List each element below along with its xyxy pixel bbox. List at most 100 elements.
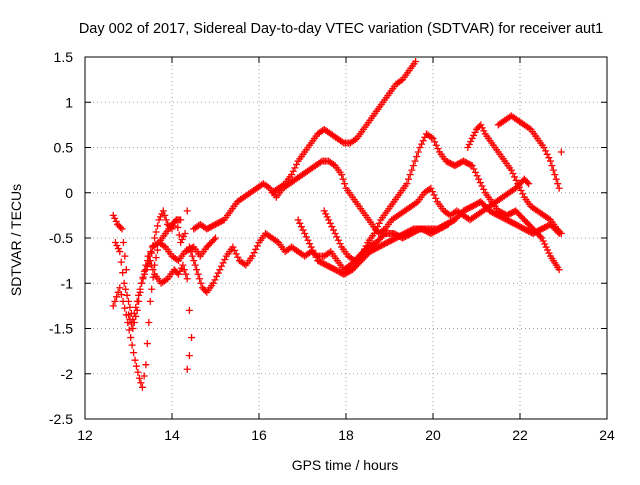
data-point [149,273,157,281]
data-point [519,190,527,198]
data-point [216,266,224,274]
data-point [470,165,478,173]
data-point [302,233,310,241]
data-point [412,58,420,66]
data-point [536,232,544,240]
data-point [149,266,157,274]
data-point [182,270,190,278]
data-point [432,194,440,202]
data-point [117,291,125,299]
plot-frame [84,56,608,420]
data-point [471,168,479,176]
data-point [248,252,256,260]
data-point [329,160,337,168]
data-point [213,272,221,280]
series-track-7 [268,58,420,197]
data-point [138,279,146,287]
data-point [475,175,483,183]
data-point [427,184,435,192]
data-point [541,240,549,248]
series-track-3 [111,234,219,323]
data-point [511,173,519,181]
data-point [406,171,414,179]
data-point [148,285,156,293]
data-point [329,226,337,234]
data-point [185,243,193,251]
data-point [113,293,121,301]
data-point [250,249,258,257]
data-point [372,226,380,234]
data-point [111,239,119,247]
y-tick-label: -1 [61,275,74,291]
data-point [117,223,125,231]
series-track-10 [464,121,565,237]
data-point [444,220,452,228]
data-point [325,249,333,257]
data-point [162,216,170,224]
data-point [185,352,193,360]
data-point [111,214,119,222]
data-point [471,128,479,136]
data-point [116,248,124,256]
data-point [312,253,320,261]
data-point [515,183,523,191]
data-point [209,279,217,287]
data-point [135,374,143,382]
data-point [320,207,328,215]
data-point [121,252,129,260]
data-point [154,246,161,254]
data-point [507,166,515,174]
data-point [542,243,550,251]
data-point [411,157,419,165]
data-point [351,136,359,144]
data-point [197,279,205,287]
y-axis-label: SDTVAR / TECUs [8,184,24,296]
data-point [427,133,435,141]
data-point [334,236,342,244]
data-point [133,297,141,305]
data-point [146,297,154,305]
data-point [297,223,305,231]
data-point [339,175,347,183]
data-point [127,334,135,342]
data-point [160,242,168,250]
data-point [443,221,451,229]
data-point [146,257,154,265]
data-point [183,365,191,373]
data-point [190,257,198,265]
data-point [159,207,167,215]
data-point [252,245,260,253]
data-point [136,285,144,293]
data-point [229,243,237,251]
data-point [119,269,127,277]
data-point [296,219,304,227]
data-point [477,121,485,129]
data-point [467,161,475,169]
data-point [548,162,556,170]
data-point [279,181,287,189]
data-point [178,236,186,244]
data-point [397,77,405,85]
data-point [540,144,548,151]
data-point [294,216,302,224]
data-point [338,171,346,179]
data-point [434,145,442,153]
data-point [214,269,222,277]
data-point [210,236,218,244]
data-point [291,164,299,172]
x-axis-label: GPS time / hours [292,457,399,473]
data-point [112,217,120,225]
data-point [113,242,121,250]
data-point [234,253,242,261]
data-point [301,229,309,237]
data-point [554,180,562,188]
data-point [416,144,424,151]
data-point [194,270,202,278]
data-point [555,266,563,274]
series-track-1 [109,207,191,391]
y-tick-label: 0.5 [54,140,74,156]
data-point [545,215,553,223]
data-point [551,171,559,179]
data-point [191,261,199,269]
data-point [138,383,146,391]
